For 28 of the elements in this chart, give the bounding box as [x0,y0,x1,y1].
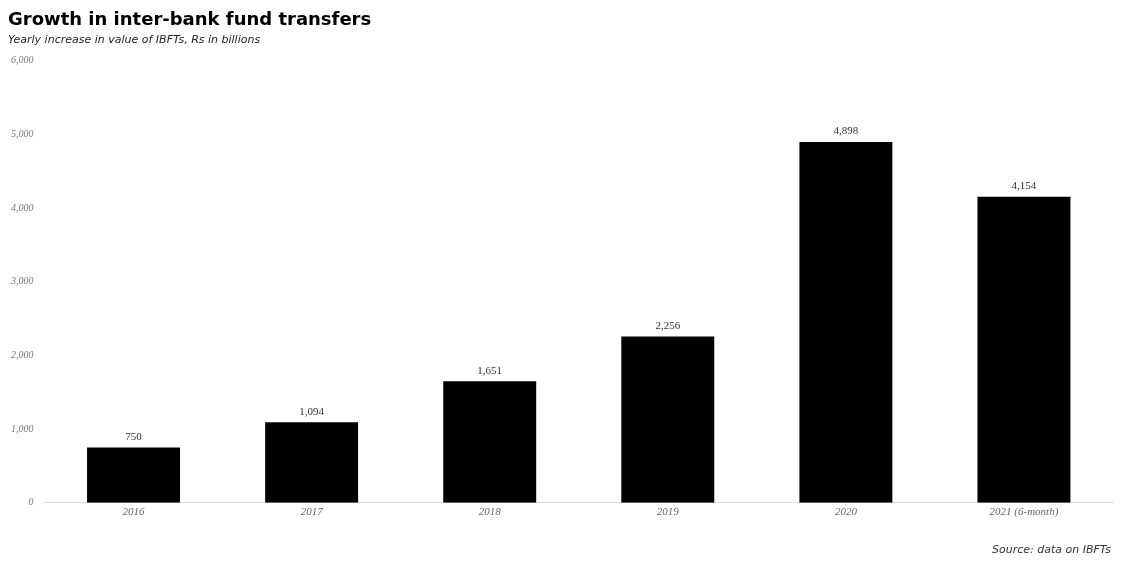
data-label: 4,154 [1011,179,1037,192]
bar [621,336,715,503]
y-tick-label: 6,000 [11,54,34,66]
data-label: 750 [125,429,143,442]
data-label: 1,094 [299,404,325,417]
data-label: 1,651 [477,363,503,376]
x-tick-label: 2017 [300,505,324,518]
bar [799,141,893,503]
x-tick-label: 2016 [122,505,146,518]
data-label: 2,256 [655,319,681,331]
y-tick-label: 4,000 [11,201,34,213]
bar [87,447,181,503]
bar [977,196,1071,503]
bar [265,422,359,503]
bar [443,381,537,503]
y-tick-label: 2,000 [11,349,34,361]
y-tick-label: 3,000 [10,275,34,287]
y-tick-label: 1,000 [11,422,34,434]
y-tick-label: 0 [28,496,34,508]
chart-title: Growth in inter-bank fund transfers [8,8,372,30]
x-tick-label: 2019 [656,505,680,518]
x-tick-label: 2018 [478,505,502,518]
chart-subtitle: Yearly increase in value of IBFTs, Rs in billions [8,33,261,47]
y-tick-label: 5,000 [11,128,34,140]
x-tick-label: 2021 (6-month) [989,505,1059,519]
data-label: 4,898 [833,124,859,137]
source-note: Source: data on IBFTs [992,543,1112,557]
x-tick-label: 2020 [834,505,858,518]
